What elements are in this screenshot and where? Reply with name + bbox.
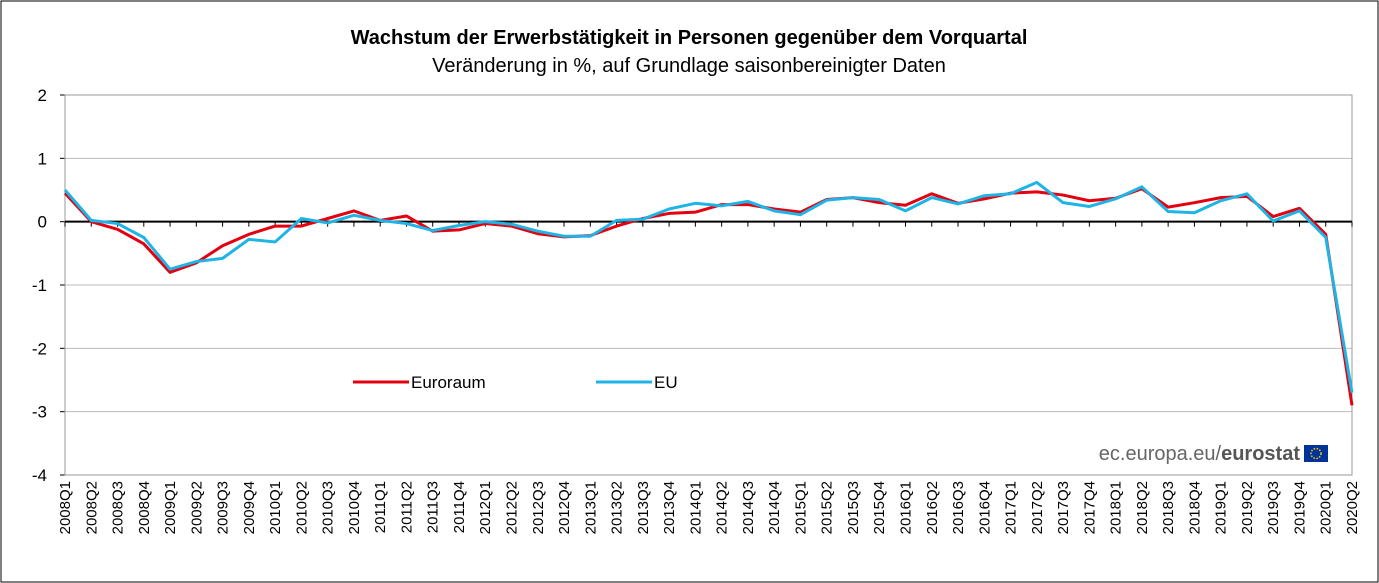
x-tick-label: 2009Q2 bbox=[188, 481, 205, 534]
x-tick-label: 2019Q1 bbox=[1213, 481, 1230, 534]
x-tick-label: 2018Q3 bbox=[1160, 481, 1177, 534]
x-tick-label: 2015Q2 bbox=[819, 481, 836, 534]
x-tick-label: 2016Q1 bbox=[897, 481, 914, 534]
y-tick-label: 2 bbox=[38, 86, 47, 105]
x-tick-label: 2013Q4 bbox=[661, 481, 678, 534]
legend-label: EU bbox=[654, 373, 678, 392]
x-tick-label: 2015Q1 bbox=[792, 481, 809, 534]
x-tick-label: 2020Q1 bbox=[1318, 481, 1335, 534]
source: ec.europa.eu/eurostat bbox=[1099, 443, 1301, 465]
x-tick-label: 2012Q3 bbox=[530, 481, 547, 534]
x-tick-label: 2017Q3 bbox=[1055, 481, 1072, 534]
chart-subtitle: Veränderung in %, auf Grundlage saisonbe… bbox=[432, 55, 946, 77]
y-tick-label: -1 bbox=[32, 276, 47, 295]
x-tick-label: 2013Q3 bbox=[635, 481, 652, 534]
x-tick-label: 2010Q2 bbox=[293, 481, 310, 534]
source-domain: ec.europa.eu/ bbox=[1099, 443, 1222, 465]
eu-flag bbox=[1304, 445, 1328, 462]
y-tick-label: -3 bbox=[32, 403, 47, 422]
x-tick-label: 2010Q3 bbox=[320, 481, 337, 534]
x-tick-label: 2011Q4 bbox=[451, 481, 468, 533]
eu-stars bbox=[1310, 447, 1322, 460]
x-tick-label: 2010Q1 bbox=[267, 481, 284, 534]
x-tick-label: 2014Q4 bbox=[766, 481, 783, 534]
x-tick-label: 2016Q2 bbox=[924, 481, 941, 534]
x-tick-label: 2008Q2 bbox=[83, 481, 100, 534]
y-tick-label: -4 bbox=[32, 466, 47, 485]
x-tick-label: 2009Q4 bbox=[241, 481, 258, 534]
legend-label: Euroraum bbox=[411, 373, 486, 392]
y-tick-label: -2 bbox=[32, 339, 47, 358]
x-tick-label: 2012Q4 bbox=[556, 481, 573, 534]
x-tick-label: 2014Q2 bbox=[714, 481, 731, 534]
x-tick-label: 2019Q4 bbox=[1291, 481, 1308, 534]
x-tick-label: 2015Q4 bbox=[871, 481, 888, 534]
x-tick-label: 2008Q4 bbox=[136, 481, 153, 534]
x-tick-label: 2014Q1 bbox=[687, 481, 704, 534]
x-tick-label: 2017Q1 bbox=[1003, 481, 1020, 534]
x-tick-label: 2018Q2 bbox=[1134, 481, 1151, 534]
x-tick-label: 2019Q2 bbox=[1239, 481, 1256, 534]
x-tick-label: 2012Q2 bbox=[504, 481, 521, 534]
x-tick-label: 2008Q1 bbox=[57, 481, 74, 534]
x-tick-label: 2013Q2 bbox=[609, 481, 626, 534]
y-tick-label: 1 bbox=[38, 149, 47, 168]
source-brand: eurostat bbox=[1221, 443, 1300, 465]
x-tick-label: 2008Q3 bbox=[110, 481, 127, 534]
x-tick-label: 2017Q2 bbox=[1029, 481, 1046, 534]
x-tick-label: 2015Q3 bbox=[845, 481, 862, 534]
x-tick-label: 2011Q2 bbox=[398, 481, 415, 533]
x-tick-label: 2011Q1 bbox=[372, 481, 389, 533]
plot-border bbox=[64, 94, 1353, 476]
chart-title: Wachstum der Erwerbstätigkeit in Persone… bbox=[351, 27, 1028, 49]
x-tick-label: 2020Q2 bbox=[1344, 481, 1361, 534]
x-tick-label: 2009Q3 bbox=[215, 481, 232, 534]
x-tick-label: 2018Q1 bbox=[1108, 481, 1125, 534]
x-tick-label: 2016Q3 bbox=[950, 481, 967, 534]
x-tick-label: 2013Q1 bbox=[582, 481, 599, 534]
x-tick-label: 2010Q4 bbox=[346, 481, 363, 534]
x-tick-label: 2009Q1 bbox=[162, 481, 179, 534]
y-tick-label: 0 bbox=[38, 213, 47, 232]
x-tick-label: 2011Q3 bbox=[425, 481, 442, 533]
x-tick-label: 2016Q4 bbox=[976, 481, 993, 534]
x-tick-label: 2017Q4 bbox=[1081, 481, 1098, 534]
series-line bbox=[63, 180, 1354, 393]
x-tick-label: 2012Q1 bbox=[477, 481, 494, 534]
x-tick-label: 2019Q3 bbox=[1265, 481, 1282, 534]
x-tick-label: 2018Q4 bbox=[1186, 481, 1203, 534]
x-tick-label: 2014Q3 bbox=[740, 481, 757, 534]
